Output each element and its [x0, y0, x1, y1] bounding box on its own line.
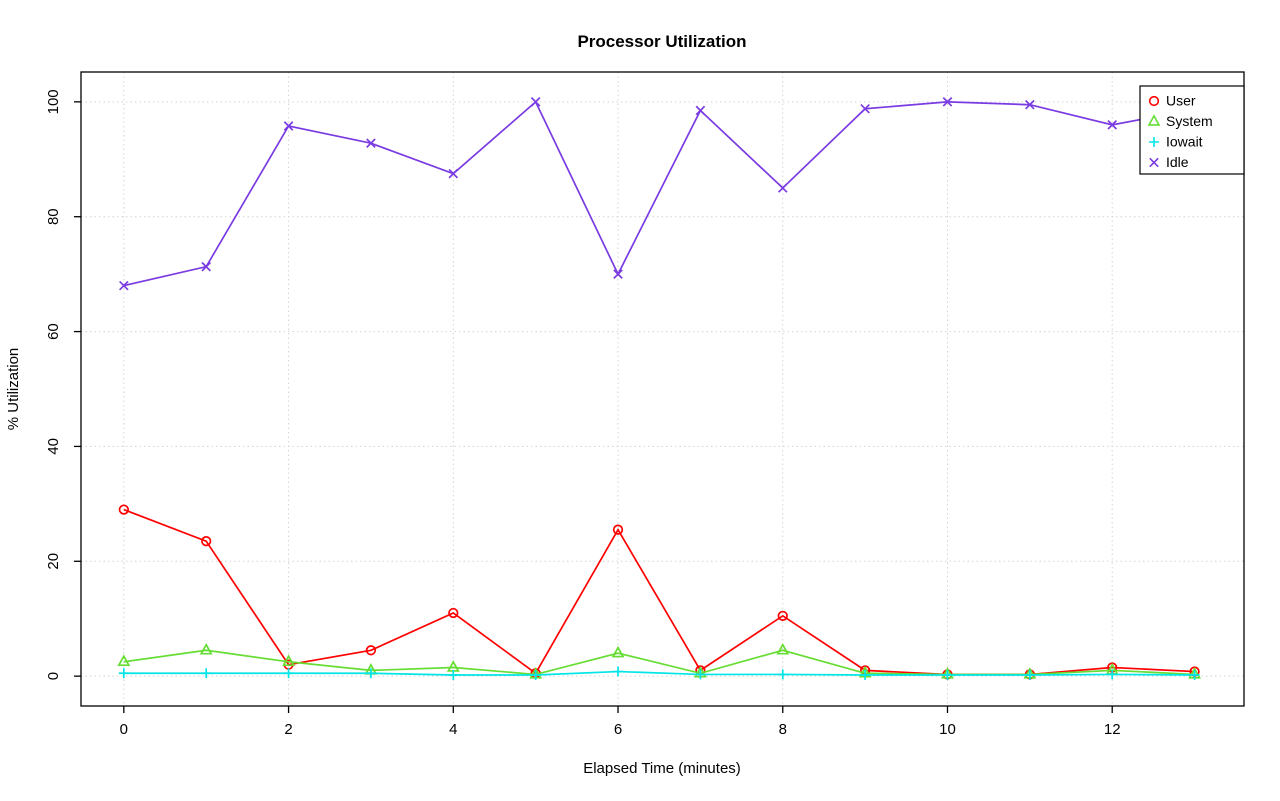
grid-lines — [81, 72, 1244, 706]
series-line — [123, 670, 1195, 676]
legend: User System Iowait Idle — [1139, 85, 1245, 175]
legend-label: Iowait — [1166, 134, 1203, 150]
chart-title: Processor Utilization — [577, 32, 746, 51]
x-tick-label: 4 — [449, 721, 457, 738]
y-tick-label: 0 — [45, 672, 62, 680]
y-tick-label: 40 — [45, 438, 62, 455]
series-idle — [119, 97, 1200, 291]
legend-marker-plus-icon — [1149, 137, 1159, 147]
y-tick-label: 60 — [45, 323, 62, 340]
x-tick-label: 6 — [614, 721, 622, 738]
x-tick-label: 8 — [779, 721, 787, 738]
legend-marker-x-icon — [1149, 157, 1159, 168]
legend-label: Idle — [1166, 154, 1189, 170]
y-tick-label: 100 — [45, 89, 62, 114]
axes: 0 2 4 6 8 10 12 0 20 40 60 80 100 — [45, 89, 1121, 738]
x-tick-label: 0 — [120, 721, 128, 738]
x-axis-label: Elapsed Time (minutes) — [583, 760, 741, 777]
legend-label: User — [1166, 93, 1196, 109]
legend-item-iowait: Iowait — [1149, 134, 1203, 150]
series-iowait — [118, 666, 1200, 680]
series-line — [123, 508, 1195, 676]
y-axis-label: % Utilization — [5, 348, 22, 431]
y-tick-label: 80 — [45, 208, 62, 225]
plot-border — [80, 71, 1245, 707]
series-user — [118, 504, 1200, 680]
series-line — [123, 100, 1195, 287]
legend-border — [1139, 85, 1245, 175]
legend-marker-circle-icon — [1148, 95, 1160, 107]
legend-item-idle: Idle — [1149, 154, 1189, 170]
x-tick-label: 2 — [284, 721, 292, 738]
x-tick-label: 10 — [939, 721, 956, 738]
legend-item-system: System — [1147, 113, 1213, 129]
x-tick-label: 12 — [1104, 721, 1121, 738]
y-tick-label: 20 — [45, 553, 62, 570]
legend-marker-triangle-icon — [1147, 114, 1161, 126]
chart-generated-layer: 0 2 4 6 8 10 12 0 20 40 60 80 100 User System Iowait Idl… — [45, 71, 1245, 738]
legend-label: System — [1166, 113, 1213, 129]
legend-item-user: User — [1148, 93, 1196, 109]
